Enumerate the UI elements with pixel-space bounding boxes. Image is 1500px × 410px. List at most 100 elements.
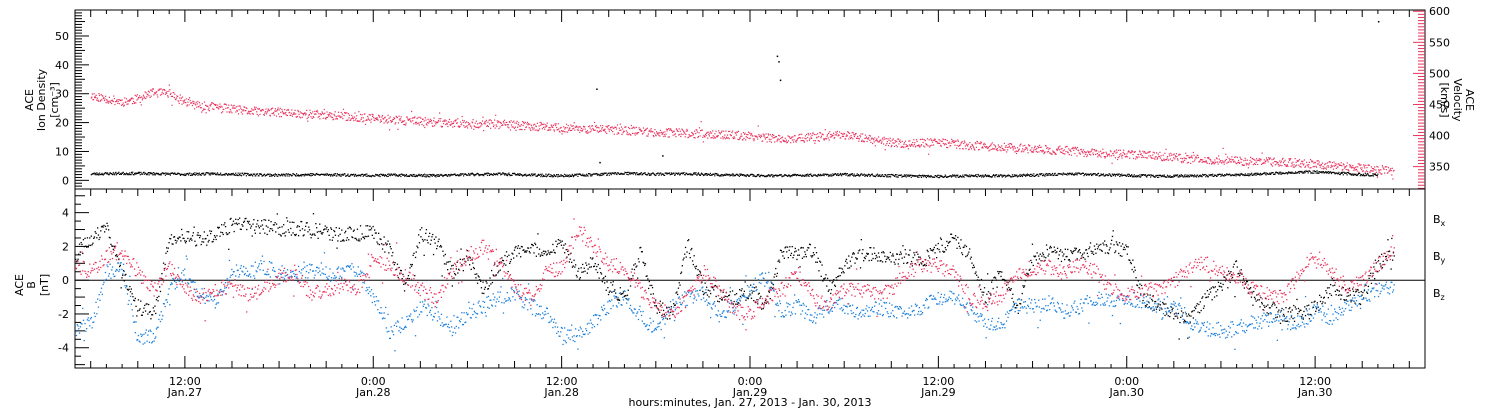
density-point <box>1179 176 1181 178</box>
density-point <box>1303 172 1305 174</box>
density-point <box>802 174 804 176</box>
density-point <box>703 174 705 176</box>
velocity-point <box>521 129 523 131</box>
density-point <box>183 174 185 176</box>
velocity-point <box>461 116 463 118</box>
density-point <box>170 172 172 174</box>
density-point <box>296 173 298 175</box>
velocity-point <box>669 129 671 131</box>
velocity-point <box>894 140 896 142</box>
velocity-point <box>369 114 371 116</box>
velocity-point <box>135 102 137 104</box>
velocity-point <box>294 109 296 111</box>
velocity-point <box>1252 164 1254 166</box>
density-point <box>1112 174 1114 176</box>
bx-point <box>163 268 165 270</box>
density-point <box>1052 174 1054 177</box>
density-point <box>525 175 527 177</box>
density-point <box>140 171 142 173</box>
velocity-point <box>587 132 589 134</box>
velocity-point <box>978 148 980 151</box>
density-point <box>787 175 789 177</box>
velocity-point <box>294 113 296 115</box>
velocity-point <box>1294 158 1296 160</box>
velocity-point <box>1039 144 1041 146</box>
velocity-point <box>1328 166 1330 168</box>
bx-point <box>85 245 87 247</box>
velocity-point <box>561 130 563 132</box>
velocity-point <box>352 118 354 120</box>
velocity-point <box>448 118 451 121</box>
density-point <box>1120 175 1122 177</box>
velocity-point <box>744 132 746 134</box>
velocity-point <box>681 128 683 130</box>
density-point <box>1332 171 1334 173</box>
density-point <box>477 173 479 175</box>
velocity-point <box>1015 150 1017 152</box>
density-point <box>595 173 597 175</box>
velocity-point <box>544 128 546 130</box>
velocity-point <box>1279 160 1281 162</box>
density-point <box>397 175 399 177</box>
velocity-point <box>179 97 181 99</box>
density-point <box>845 174 847 176</box>
velocity-point <box>466 125 468 127</box>
velocity-point <box>1007 149 1009 151</box>
velocity-point <box>278 113 280 115</box>
density-point <box>920 176 922 178</box>
velocity-point <box>1347 169 1349 171</box>
velocity-point <box>144 91 146 93</box>
velocity-point <box>741 135 743 137</box>
velocity-point <box>806 133 808 136</box>
density-point <box>886 176 888 178</box>
density-point <box>1349 173 1351 175</box>
bx-point <box>118 258 120 261</box>
density-point <box>1106 174 1108 176</box>
density-point <box>1018 175 1020 177</box>
velocity-point <box>787 135 789 137</box>
velocity-point <box>311 117 313 119</box>
density-point <box>758 173 760 176</box>
density-point <box>1283 173 1285 175</box>
velocity-point <box>711 137 713 139</box>
velocity-point <box>539 121 541 123</box>
velocity-point <box>544 126 546 128</box>
density-point <box>329 175 332 177</box>
velocity-point <box>1271 165 1274 167</box>
velocity-point <box>185 98 187 100</box>
velocity-point <box>121 99 123 101</box>
velocity-point <box>1275 161 1277 163</box>
velocity-point <box>938 139 940 141</box>
bx-point <box>123 280 125 282</box>
density-point <box>689 174 691 176</box>
density-point <box>611 172 613 174</box>
density-point <box>608 172 610 174</box>
density-point <box>795 175 797 177</box>
velocity-point <box>480 122 482 124</box>
bx-point <box>122 270 125 272</box>
velocity-point <box>1270 163 1272 165</box>
density-point <box>1145 175 1147 177</box>
velocity-point <box>175 97 178 99</box>
velocity-point <box>297 111 299 113</box>
density-point <box>867 174 869 176</box>
velocity-point <box>1143 151 1146 153</box>
velocity-point <box>1356 170 1358 172</box>
velocity-point <box>1012 149 1014 151</box>
density-point <box>1177 174 1179 176</box>
velocity-point <box>1222 147 1224 149</box>
bx-point <box>87 246 89 248</box>
velocity-point <box>1333 161 1335 163</box>
velocity-point <box>1157 153 1159 155</box>
density-point <box>827 175 830 177</box>
density-point <box>854 175 856 177</box>
velocity-point <box>1384 172 1386 174</box>
velocity-point <box>476 123 479 125</box>
velocity-point <box>547 129 549 131</box>
velocity-point <box>296 116 298 118</box>
velocity-point <box>525 126 527 128</box>
velocity-point <box>1273 158 1275 160</box>
velocity-point <box>97 99 99 101</box>
density-point <box>899 174 901 176</box>
velocity-point <box>1361 167 1363 169</box>
